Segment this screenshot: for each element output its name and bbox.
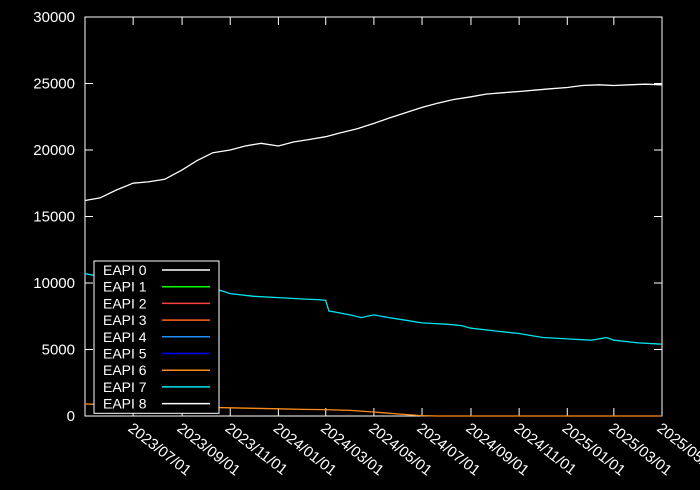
legend-label: EAPI 5 — [103, 346, 147, 362]
series-line-eapi-0 — [84, 83, 663, 202]
y-tick-label: 30000 — [33, 9, 75, 26]
legend-label: EAPI 4 — [103, 329, 147, 345]
y-tick-label: 10000 — [33, 275, 75, 292]
legend-label: EAPI 7 — [103, 379, 147, 395]
y-tick-label: 0 — [67, 408, 75, 425]
legend-label: EAPI 2 — [103, 295, 147, 311]
legend-label: EAPI 6 — [103, 362, 147, 378]
legend-label: EAPI 8 — [103, 396, 147, 412]
y-tick-label: 15000 — [33, 209, 75, 226]
legend-label: EAPI 0 — [103, 262, 147, 278]
y-tick-label: 25000 — [33, 76, 75, 93]
y-tick-label: 20000 — [33, 142, 75, 159]
legend-label: EAPI 1 — [103, 279, 147, 295]
legend-label: EAPI 3 — [103, 312, 147, 328]
y-tick-label: 5000 — [42, 342, 75, 359]
